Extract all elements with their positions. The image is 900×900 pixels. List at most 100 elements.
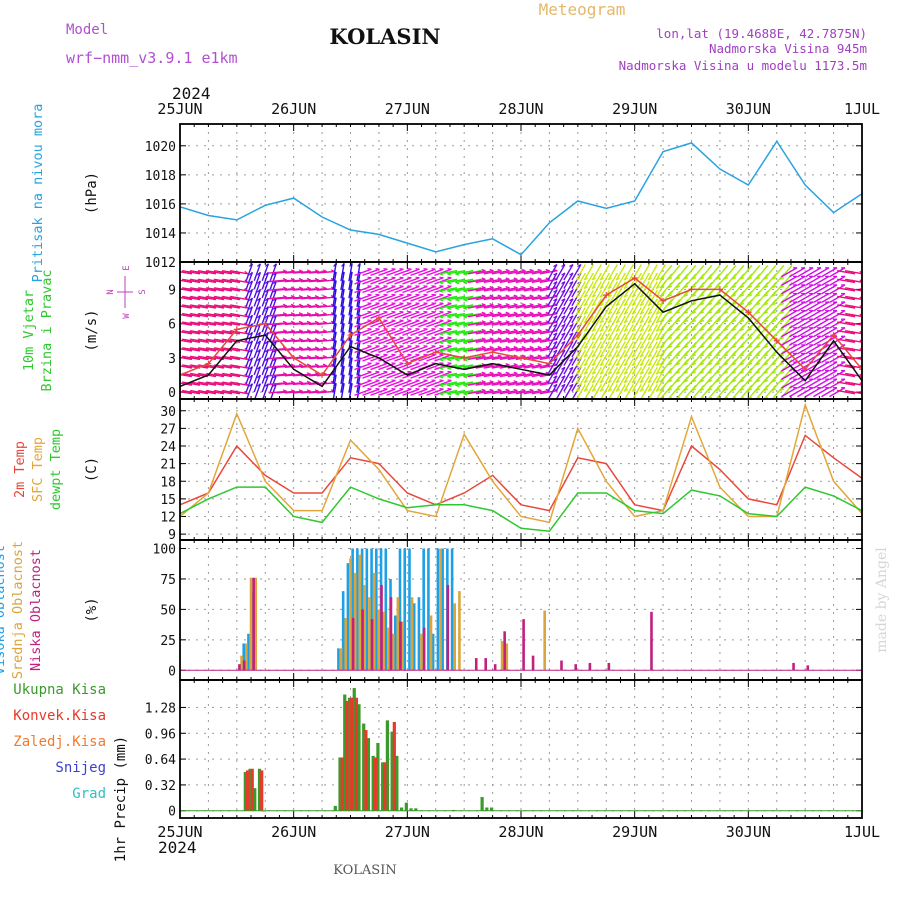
y-tick-label: 0	[168, 386, 176, 401]
wind-barb	[439, 304, 458, 309]
wind-barb-head	[391, 319, 396, 322]
wind-barb-head	[399, 362, 404, 364]
bar	[403, 548, 407, 671]
wind-barb-head	[529, 337, 534, 340]
wind-barb	[583, 332, 594, 349]
wind-barb-head	[497, 294, 502, 297]
wind-barb	[447, 347, 466, 352]
wind-barb	[370, 277, 388, 285]
wind-barb-head	[772, 294, 777, 297]
wind-barb-head	[264, 348, 269, 353]
wind-barb-head	[600, 371, 605, 375]
wind-barb-head	[282, 303, 287, 307]
wind-barb	[515, 270, 534, 275]
wind-barb-head	[616, 354, 621, 358]
bar	[410, 597, 414, 671]
wind-barb-head	[282, 277, 287, 281]
wind-barb-head	[529, 328, 534, 332]
wind-barb-head	[529, 285, 534, 289]
wind-barb-head	[756, 354, 761, 357]
wind-barb-head	[415, 345, 420, 347]
wind-barb-head	[700, 362, 705, 366]
wind-barb-head	[306, 286, 311, 290]
wind-barb	[789, 318, 806, 329]
wind-barb	[555, 298, 566, 315]
wind-barb	[531, 304, 550, 309]
wind-barb	[563, 298, 574, 315]
wind-barb	[455, 304, 474, 309]
wind-barb-head	[648, 277, 653, 281]
wind-barb	[515, 389, 534, 395]
wind-barb-head	[431, 336, 436, 339]
wind-barb	[547, 384, 558, 399]
wind-barb	[615, 298, 626, 315]
bar	[485, 807, 489, 811]
wind-barb-head	[772, 319, 777, 323]
wind-barb-head	[375, 370, 380, 373]
wind-barb-head	[439, 387, 444, 390]
bar	[375, 548, 378, 671]
legend-label: Ukupna Kisa	[13, 682, 106, 698]
wind-barb-head	[391, 268, 396, 270]
bar	[399, 807, 404, 811]
wind-barb	[523, 364, 542, 369]
bar	[350, 697, 354, 811]
wind-barb-head	[256, 271, 261, 276]
wind-barb-head	[708, 285, 713, 289]
wind-barb-head	[716, 302, 721, 306]
wind-barb	[805, 318, 822, 329]
wind-barb-head	[624, 311, 629, 315]
station-title: KOLASIN	[329, 24, 440, 49]
top-date-ticks: 25JUN 26JUN 27JUN 28JUN 29JUN 30JUN 1JUL	[157, 100, 880, 118]
wind-barb-head	[431, 345, 436, 347]
wind-barb-head	[668, 319, 673, 323]
wind-barb-head	[553, 298, 558, 302]
wind-barb-head	[732, 362, 737, 366]
wind-barb-head	[576, 311, 581, 315]
bar	[531, 655, 535, 671]
wind-barb	[789, 309, 806, 321]
wind-barb	[402, 388, 420, 396]
wind-barb-head	[616, 380, 621, 384]
wind-barb-head	[716, 345, 721, 349]
wind-barb	[253, 357, 262, 376]
wind-barb-head	[481, 285, 486, 289]
wind-barb	[190, 329, 208, 335]
wind-barb-head	[676, 277, 681, 280]
wind-barb-head	[282, 295, 287, 298]
wind-barb-head	[423, 336, 428, 339]
wind-barb-head	[282, 312, 287, 315]
wind-barb-head	[764, 354, 769, 357]
wind-barb	[523, 295, 542, 301]
wind-barb-head	[529, 268, 534, 272]
wind-barb	[316, 339, 335, 343]
bar	[366, 738, 371, 811]
wind-barb	[699, 264, 713, 280]
y-tick-label: 21	[160, 458, 176, 473]
wind-barb-head	[684, 311, 689, 314]
wind-barb-head	[298, 337, 303, 341]
wind-barb-head	[244, 330, 249, 335]
gust-point	[375, 314, 382, 321]
wind-barb-head	[439, 358, 444, 362]
wind-barb	[439, 287, 458, 292]
wind-barb-head	[290, 337, 295, 341]
wind-barb	[491, 321, 510, 326]
wind-barb	[180, 279, 192, 284]
wind-barb	[261, 349, 270, 367]
bar	[358, 554, 362, 671]
wind-barb	[340, 366, 345, 385]
wind-barb	[245, 314, 254, 333]
wind-barb-head	[648, 354, 653, 358]
wind-barb	[463, 329, 482, 335]
wind-barb	[837, 389, 856, 395]
wind-barb	[434, 371, 452, 379]
wind-barb-head	[632, 363, 637, 367]
wind-barb-head	[407, 353, 412, 356]
wind-barb-head	[584, 303, 589, 307]
wind-barb-head	[561, 263, 566, 268]
wind-barb	[483, 355, 502, 361]
wind-barb	[576, 384, 586, 399]
